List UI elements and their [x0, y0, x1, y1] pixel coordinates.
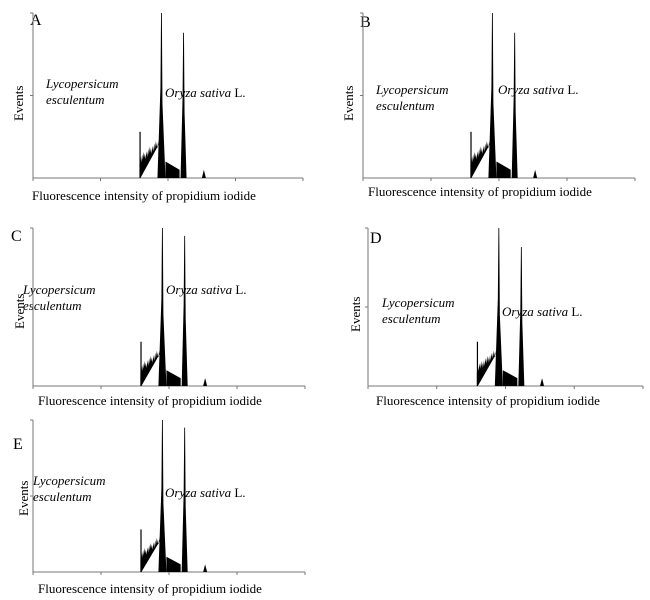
species2-label: Oryza sativa L.	[165, 85, 246, 101]
species1-line2: esculentum	[23, 298, 82, 313]
x-axis-label: Fluorescence intensity of propidium iodi…	[368, 184, 592, 199]
g2-peak	[533, 169, 538, 178]
panel-label: D	[370, 230, 382, 247]
peak-oryza	[180, 32, 187, 178]
species1-line1: Lycopersicum	[382, 295, 455, 310]
g2-peak	[201, 169, 206, 178]
species1-line1: Lycopersicum	[33, 473, 106, 488]
debris-area	[470, 137, 493, 178]
panel-label: E	[13, 436, 23, 453]
debris-area	[140, 347, 163, 386]
inter-peak-area	[165, 161, 180, 178]
inter-peak-area	[166, 556, 181, 572]
panel-label: A	[30, 12, 42, 29]
debris-area	[139, 137, 162, 178]
panel-c: C Events Lycopersicum esculentum Oryza s…	[8, 214, 318, 414]
inter-peak-area	[502, 370, 518, 386]
species1-line1: Lycopersicum	[46, 76, 119, 91]
debris-area	[476, 347, 499, 386]
species2-suffix: L.	[231, 85, 246, 100]
histogram-plot	[30, 12, 304, 181]
species2-suffix: L.	[564, 82, 579, 97]
species2-suffix: L.	[232, 282, 247, 297]
peak-lycopersicum	[494, 228, 503, 386]
debris-spike	[476, 341, 479, 386]
species1-line1: Lycopersicum	[376, 82, 449, 97]
species1-line2: esculentum	[376, 98, 435, 113]
inter-peak-area	[166, 370, 181, 386]
panel-b: B Events Lycopersicum esculentum Oryza s…	[338, 6, 648, 206]
peak-oryza	[518, 246, 525, 386]
debris-spike	[140, 529, 142, 572]
peak-oryza	[511, 32, 518, 178]
species1-line2: esculentum	[33, 489, 92, 504]
species2-italic: Oryza sativa	[165, 85, 232, 100]
panel-e: E Events Lycopersicum esculentum Oryza s…	[8, 392, 318, 596]
debris-spike	[140, 341, 142, 386]
species2-suffix: L.	[231, 485, 246, 500]
panel-d: D Events Lycopersicum esculentum Oryza s…	[338, 214, 648, 414]
species2-italic: Oryza sativa	[165, 485, 232, 500]
peak-lycopersicum	[488, 13, 497, 178]
species2-suffix: L.	[568, 304, 583, 319]
species1-line2: esculentum	[46, 92, 105, 107]
x-axis-label: Fluorescence intensity of propidium iodi…	[32, 188, 256, 203]
species1-line1: Lycopersicum	[23, 282, 96, 297]
g2-peak	[203, 564, 208, 572]
peak-lycopersicum	[158, 228, 167, 386]
debris-spike	[470, 131, 472, 178]
g2-peak	[203, 378, 208, 386]
peak-lycopersicum	[158, 420, 167, 572]
histogram-plot	[365, 227, 644, 389]
inter-peak-area	[496, 161, 511, 178]
peak-oryza	[181, 427, 188, 572]
species2-label: Oryza sativa L.	[165, 485, 246, 501]
species2-label: Oryza sativa L.	[166, 282, 247, 298]
peak-lycopersicum	[157, 13, 166, 178]
panel-label: B	[360, 14, 371, 31]
panel-a: A Events Lycopersicum esculentum Oryza s…	[8, 6, 318, 206]
panel-label: C	[11, 228, 22, 245]
x-axis-label: Fluorescence intensity of propidium iodi…	[38, 581, 262, 596]
histogram-plot	[30, 419, 306, 575]
x-axis-label: Fluorescence intensity of propidium iodi…	[376, 393, 600, 408]
histogram-plot	[30, 227, 306, 389]
species2-italic: Oryza sativa	[166, 282, 233, 297]
histogram-plot	[360, 12, 636, 181]
species2-italic: Oryza sativa	[502, 304, 569, 319]
species1-line2: esculentum	[382, 311, 441, 326]
debris-area	[140, 535, 163, 572]
peak-oryza	[181, 235, 188, 386]
debris-spike	[139, 131, 141, 178]
g2-peak	[540, 378, 545, 386]
x-axis-label: Fluorescence intensity of propidium iodi…	[38, 393, 262, 408]
species2-label: Oryza sativa L.	[502, 304, 583, 320]
